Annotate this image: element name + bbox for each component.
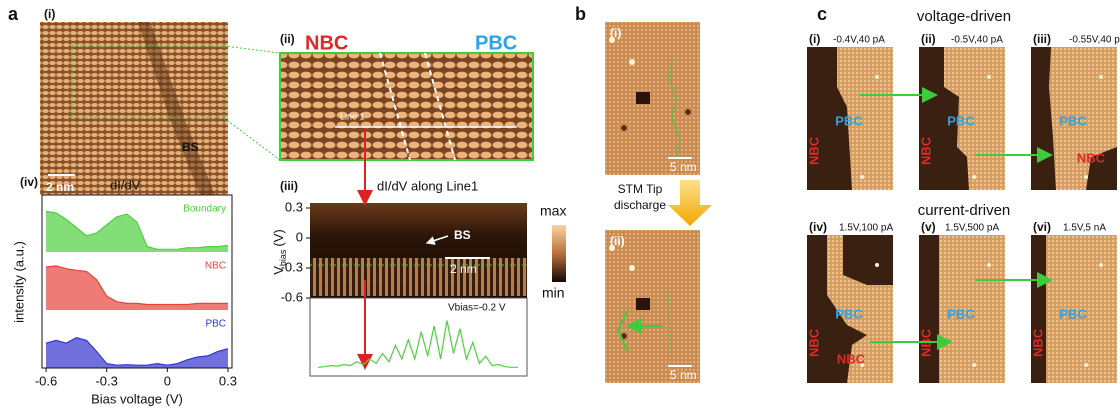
defect xyxy=(860,175,864,179)
defect xyxy=(1084,363,1088,367)
spectra-title: dI/dV xyxy=(110,177,141,192)
image-a-i xyxy=(40,22,228,195)
legend-label: PBC xyxy=(205,319,226,330)
y-tick-label: 0.3 xyxy=(285,199,303,214)
phase-label: PBC xyxy=(1059,306,1087,321)
image-condition: 1.5V,500 pA xyxy=(945,223,999,234)
image-label: (ii) xyxy=(280,32,295,46)
phase-label: NBC xyxy=(1030,328,1045,357)
colorbar-max: max xyxy=(540,203,566,219)
image-b-ii xyxy=(605,230,700,383)
defect xyxy=(875,75,879,79)
x-tick-label: -0.6 xyxy=(35,373,57,388)
defect xyxy=(1099,263,1103,267)
defect xyxy=(875,263,879,267)
image-condition: -0.4V,40 pA xyxy=(833,35,885,46)
phase-label: PBC xyxy=(947,113,975,128)
image-label: (i) xyxy=(44,7,55,21)
scale-bar-label: 2 nm xyxy=(46,180,74,194)
image-label: (vi) xyxy=(1033,220,1051,234)
defect xyxy=(972,175,976,179)
image-label: (i) xyxy=(809,32,820,46)
y-axis-unit: (V) xyxy=(271,229,286,246)
image-b-i xyxy=(605,22,700,175)
row-title: voltage-driven xyxy=(917,8,1011,25)
zoom-line xyxy=(224,46,280,53)
legend-label: NBC xyxy=(205,261,226,272)
image-label: (v) xyxy=(921,220,936,234)
image-label: (ii) xyxy=(921,32,936,46)
image-label: (iii) xyxy=(1033,32,1051,46)
image-condition: 1.5V,100 pA xyxy=(839,223,893,234)
feature-label: BS xyxy=(454,228,471,242)
defect xyxy=(987,75,991,79)
defect xyxy=(1099,75,1103,79)
figure: a (i) 2 nm BS (ii) NBC PBC Line 1 (iii) … xyxy=(0,0,1120,413)
phase-label: PBC xyxy=(835,113,863,128)
phase-label: PBC xyxy=(947,306,975,321)
defect xyxy=(972,363,976,367)
defect xyxy=(987,263,991,267)
scale-bar-label: 2 nm xyxy=(450,262,477,276)
image-condition: -0.5V,40 pA xyxy=(951,35,1003,46)
phase-label: PBC xyxy=(835,306,863,321)
defect xyxy=(1084,175,1088,179)
line-label: Line 1 xyxy=(340,111,365,121)
phase-label: PBC xyxy=(475,32,517,54)
x-axis-title: Bias voltage (V) xyxy=(91,391,183,406)
image-label: (iv) xyxy=(809,220,827,234)
spectrum-area xyxy=(46,338,228,368)
y-axis-title: intensity (a.u.) xyxy=(11,241,26,323)
panel-sublabel: (iii) xyxy=(280,179,298,193)
colorbar-min: min xyxy=(542,285,565,301)
y-tick-label: 0 xyxy=(296,229,303,244)
image-condition: 1.5V,5 nA xyxy=(1063,223,1106,234)
x-tick-label: -0.3 xyxy=(95,373,117,388)
panel-label: b xyxy=(575,4,586,24)
phase-label: NBC xyxy=(1077,150,1106,165)
process-arrow xyxy=(668,180,712,226)
panel-label: a xyxy=(8,4,19,24)
y-tick-label: -0.3 xyxy=(281,259,303,274)
image-a-ii xyxy=(280,53,533,160)
map-title: dI/dV along Line1 xyxy=(377,178,478,193)
x-tick-label: 0 xyxy=(164,373,171,388)
panel-label: c xyxy=(817,4,827,24)
y-tick-label: -0.6 xyxy=(281,289,303,304)
phase-label: NBC xyxy=(806,136,821,165)
phase-label: NBC xyxy=(305,32,348,54)
arrow-text: discharge xyxy=(614,198,666,212)
image-label: (i) xyxy=(610,26,621,40)
zoom-line xyxy=(224,118,280,160)
feature-label: BS xyxy=(182,140,199,154)
map-a-iii xyxy=(310,203,566,376)
row-title: current-driven xyxy=(918,202,1011,219)
scale-bar-label: 5 nm xyxy=(670,368,697,382)
scale-bar-label: 5 nm xyxy=(670,160,697,174)
phase-label: PBC xyxy=(1059,113,1087,128)
panel-sublabel: (iv) xyxy=(20,175,38,189)
spectra: Boundary NBC PBC -0.6 -0.3 0 0.3 xyxy=(35,195,237,388)
image-label: (ii) xyxy=(610,234,625,248)
legend-label: Boundary xyxy=(183,204,226,215)
image-condition: -0.55V,40 pA xyxy=(1069,35,1120,46)
spectrum-area xyxy=(46,211,228,252)
phase-label: NBC xyxy=(837,351,866,366)
x-tick-label: 0.3 xyxy=(219,373,237,388)
phase-label: NBC xyxy=(918,136,933,165)
profile-label: Vbias=-0.2 V xyxy=(448,303,506,314)
arrow-text: STM Tip xyxy=(618,182,663,196)
phase-label: NBC xyxy=(806,328,821,357)
